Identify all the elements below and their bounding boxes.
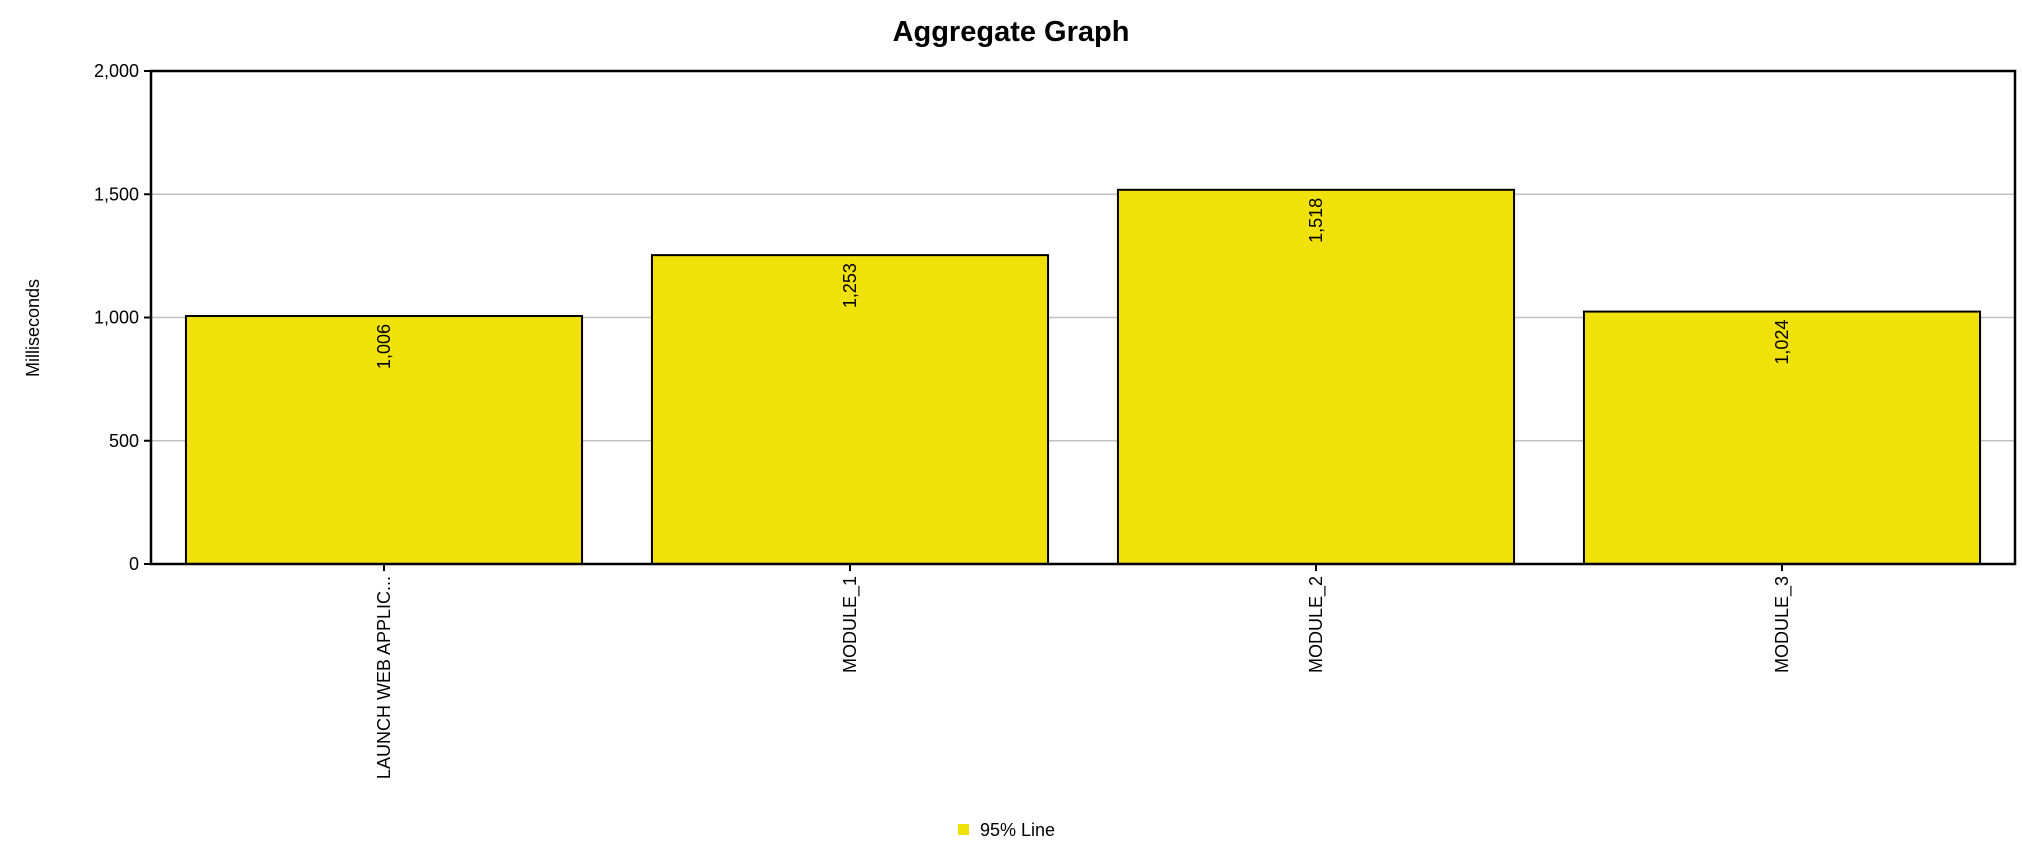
legend: 95% Line [958, 820, 1055, 840]
bar-value-label-3: 1,518 [1306, 198, 1326, 243]
legend-swatch-95-line [958, 824, 969, 835]
bar-2 [650, 254, 1050, 565]
y-tick-label-2000: 2,000 [94, 61, 139, 81]
bar-value-labels: 1,006 1,253 1,518 1,024 [374, 198, 1792, 369]
x-tick-label-1: LAUNCH WEB APPLIC... [374, 576, 394, 779]
x-tick-label-2: MODULE_1 [840, 576, 861, 673]
y-tick-label-1000: 1,000 [94, 308, 139, 328]
legend-label-95-line: 95% Line [980, 820, 1055, 840]
bar-3 [1116, 188, 1516, 566]
y-tick-label-0: 0 [129, 554, 139, 574]
y-tick-label-500: 500 [109, 431, 139, 451]
bar-value-label-1: 1,006 [374, 324, 394, 369]
x-tick-label-3: MODULE_2 [1306, 576, 1327, 673]
y-tick-label-1500: 1,500 [94, 184, 139, 204]
x-axis-ticks: LAUNCH WEB APPLIC... MODULE_1 MODULE_2 MODU… [374, 564, 1793, 779]
bar-4 [1582, 310, 1982, 566]
y-axis-ticks: 0 500 1,000 1,500 2,000 [94, 61, 151, 574]
bar-value-label-4: 1,024 [1772, 320, 1792, 365]
bar-value-label-2: 1,253 [840, 263, 860, 308]
bar-1 [184, 315, 584, 565]
x-tick-label-4: MODULE_3 [1772, 576, 1793, 673]
chart-title: Aggregate Graph [893, 16, 1130, 48]
bars [184, 188, 1982, 566]
y-axis-label: Milliseconds [23, 279, 43, 377]
